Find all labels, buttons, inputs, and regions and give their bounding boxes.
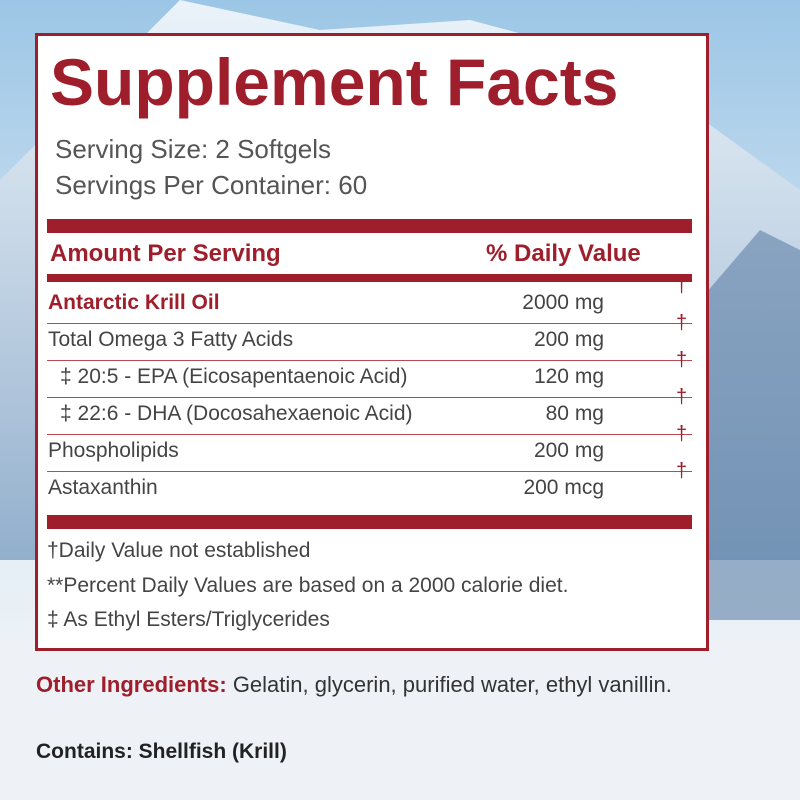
nutrient-name: Total Omega 3 Fatty Acids	[48, 328, 294, 351]
daily-value: †	[676, 312, 688, 334]
row-separator	[47, 323, 692, 324]
nutrient-name: Antarctic Krill Oil	[48, 291, 220, 314]
nutrient-name: ‡ 20:5 - EPA (Eicosapentaenoic Acid)	[60, 365, 408, 388]
nutrient-amount: 200 mg	[533, 439, 604, 462]
contains: Contains: Shellfish (Krill)	[36, 740, 287, 763]
daily-value: †	[676, 423, 688, 445]
nutrient-amount: 80 mg	[545, 402, 604, 425]
servings-per-container: Servings Per Container: 60	[55, 170, 368, 200]
row-separator	[47, 434, 692, 435]
footnote: **Percent Daily Values are based on a 20…	[47, 574, 569, 597]
daily-value: †	[676, 275, 688, 297]
daily-value: †	[676, 349, 688, 371]
other-ingredients-text: Gelatin, glycerin, purified water, ethyl…	[232, 672, 672, 697]
nutrient-amount: 120 mg	[533, 365, 604, 388]
daily-value-header: % Daily Value	[486, 240, 641, 267]
nutrient-amount: 200 mg	[533, 328, 604, 351]
title: Supplement Facts	[50, 45, 619, 119]
nutrient-amount: 200 mcg	[523, 476, 604, 499]
row-separator	[47, 397, 692, 398]
amount-header: Amount Per Serving	[50, 240, 281, 267]
facts-panel	[35, 33, 709, 651]
daily-value: †	[676, 460, 688, 482]
nutrient-amount: 2000 mg	[522, 291, 604, 314]
nutrient-name: Phospholipids	[48, 439, 179, 462]
other-ingredients-label: Other Ingredients:	[36, 672, 227, 697]
daily-value: †	[676, 386, 688, 408]
footnote: †Daily Value not established	[47, 539, 311, 562]
thick-bar	[47, 515, 692, 529]
nutrient-name: Astaxanthin	[48, 476, 158, 499]
medium-bar	[47, 274, 692, 282]
row-separator	[47, 360, 692, 361]
footnote: ‡ As Ethyl Esters/Triglycerides	[47, 608, 330, 631]
serving-size: Serving Size: 2 Softgels	[55, 134, 332, 164]
other-ingredients: Other Ingredients: Gelatin, glycerin, pu…	[36, 670, 716, 700]
nutrient-name: ‡ 22:6 - DHA (Docosahexaenoic Acid)	[60, 402, 413, 425]
row-separator	[47, 471, 692, 472]
thick-bar	[47, 219, 692, 233]
